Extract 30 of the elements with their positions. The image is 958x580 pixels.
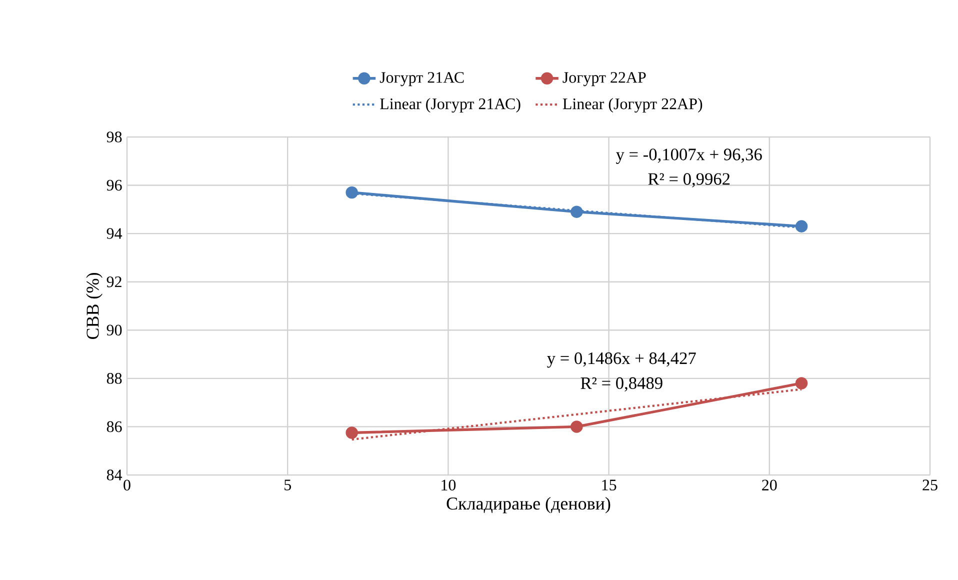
- annotation: y = -0,1007x + 96,36: [616, 148, 762, 164]
- y-tick-label: 96: [106, 180, 122, 191]
- point: [570, 420, 583, 433]
- y-tick-label: 90: [106, 324, 122, 336]
- x-tick-label: 0: [124, 480, 130, 490]
- y-tick-label: 92: [106, 276, 122, 288]
- y-tick-label: 98: [106, 132, 122, 142]
- y-tick-label: 84: [106, 470, 122, 480]
- legend-label: Linear (Јогурт 21АС): [380, 98, 520, 113]
- x-tick-label: 25: [922, 480, 938, 490]
- x-tick-label: 20: [762, 480, 777, 490]
- legend-label: Јогурт 22АР: [562, 72, 646, 86]
- annotation: R² = 0,9962: [648, 173, 730, 188]
- point: [795, 377, 808, 390]
- y-tick-label: 94: [106, 228, 122, 239]
- x-tick-label: 5: [284, 480, 291, 490]
- legend-label: Јогурт 21АС: [380, 72, 464, 86]
- x-tick-label: 15: [602, 480, 616, 490]
- x-tick-label: 10: [442, 480, 456, 490]
- y-tick-label: 88: [106, 373, 122, 384]
- legend-label: Linear (Јогурт 22АР): [562, 98, 702, 113]
- annotation: y = 0,1486x + 84,427: [547, 352, 696, 368]
- y-tick-label: 86: [106, 421, 122, 432]
- annotation: R² = 0,8489: [580, 377, 662, 392]
- point: [346, 186, 358, 199]
- y-axis-title: СВВ (%): [86, 273, 102, 340]
- point: [570, 206, 583, 218]
- point: [795, 220, 808, 232]
- point: [346, 426, 358, 439]
- x-axis-title: Складирање (денови): [446, 496, 610, 514]
